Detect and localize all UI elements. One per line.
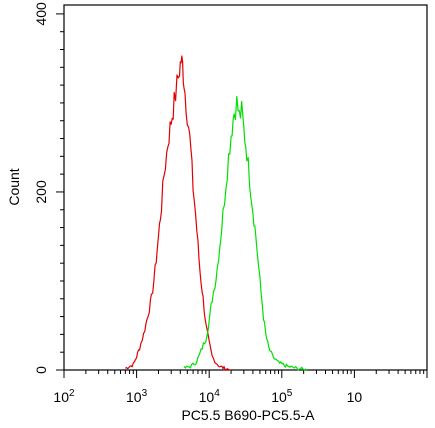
x-tick-exponent: 5: [287, 388, 293, 399]
x-tick-base: 10: [199, 389, 215, 405]
y-tick-label: 200: [33, 180, 49, 204]
x-tick-label: 105: [271, 388, 293, 405]
x-tick-exponent: 3: [142, 388, 148, 399]
x-tick-base: 10: [271, 389, 287, 405]
x-tick-base: 10: [53, 389, 69, 405]
data-series: [125, 55, 308, 371]
x-tick-base: 10: [347, 389, 363, 405]
y-tick-label: 400: [33, 2, 49, 26]
x-tick-label: 10: [347, 389, 363, 405]
y-axis-title: Count: [6, 168, 22, 205]
plot-frame: [63, 4, 428, 371]
x-tick-label: 102: [53, 388, 75, 405]
x-axis-title: PC5.5 B690-PC5.5-A: [181, 407, 315, 423]
x-tick-exponent: 4: [214, 388, 220, 399]
histogram-series-2: [183, 95, 308, 371]
x-tick-label: 103: [126, 388, 148, 405]
x-tick-base: 10: [126, 389, 142, 405]
x-tick-exponent: 2: [69, 388, 75, 399]
x-tick-label: 104: [199, 388, 221, 405]
histogram-series-1: [125, 55, 232, 371]
y-tick-label: 0: [33, 366, 49, 374]
